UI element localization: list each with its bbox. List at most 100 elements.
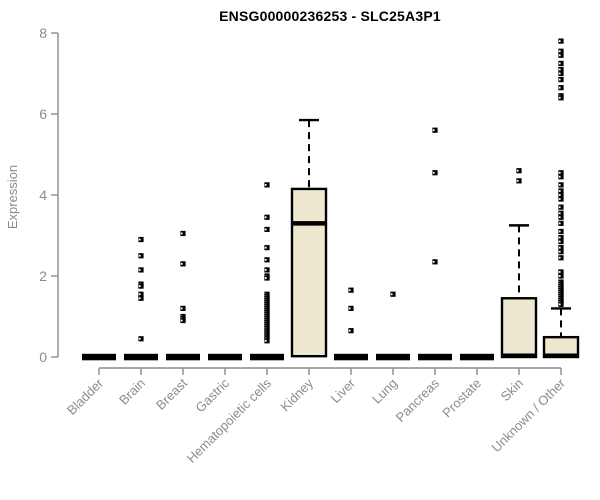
outlier-point — [558, 52, 564, 58]
outlier-point — [558, 234, 564, 241]
outlier-point-notch — [558, 54, 561, 57]
outlier-point — [558, 255, 564, 261]
outlier-point-notch — [138, 238, 141, 241]
outlier-point-notch — [558, 275, 561, 277]
outlier-point-notch — [558, 236, 561, 239]
outlier-point — [180, 317, 186, 324]
outlier-point-notch — [558, 175, 561, 178]
outlier-point-notch — [264, 183, 267, 186]
outlier-point — [558, 228, 564, 235]
outlier-point — [558, 192, 564, 198]
outlier-point — [138, 283, 144, 289]
x-tick-label: Liver — [328, 375, 359, 406]
outlier-point-notch — [558, 68, 561, 71]
outlier-point-notch — [180, 307, 183, 310]
outlier-point-notch — [516, 179, 519, 182]
outlier-point-notch — [264, 269, 267, 271]
outlier-point — [180, 261, 186, 267]
outlier-point — [558, 48, 564, 54]
y-tick-label: 6 — [39, 106, 47, 122]
outlier-point — [264, 275, 270, 281]
outlier-point — [558, 204, 564, 210]
outlier-point — [558, 66, 564, 73]
outlier-point — [138, 295, 144, 301]
outlier-point-notch — [264, 339, 267, 342]
outlier-point-notch — [180, 232, 183, 235]
outlier-point — [432, 259, 438, 265]
outlier-point — [558, 76, 564, 83]
outlier-point — [390, 291, 396, 297]
flat-box-at-zero — [376, 353, 410, 361]
outlier-point — [558, 174, 564, 180]
outlier-point — [558, 214, 564, 220]
outlier-point — [558, 85, 564, 91]
outlier-point — [138, 236, 144, 243]
outlier-point — [264, 214, 270, 220]
outlier-point — [432, 170, 438, 176]
outlier-point — [558, 238, 564, 245]
chart-title: ENSG00000236253 - SLC25A3P1 — [219, 8, 441, 24]
x-tick-label: Unknown / Other — [489, 375, 569, 455]
outlier-point — [516, 178, 522, 184]
outlier-point — [180, 230, 186, 237]
outlier-point-notch — [558, 230, 561, 233]
x-tick-label: Kidney — [277, 375, 316, 414]
outlier-point-notch — [558, 72, 561, 75]
x-tick-label: Prostate — [439, 376, 484, 421]
outlier-point-notch — [348, 307, 351, 310]
outlier-point-notch — [432, 260, 435, 263]
outlier-point — [264, 257, 270, 263]
outlier-point — [432, 127, 438, 133]
y-tick-label: 4 — [39, 187, 47, 203]
flat-box-at-zero — [124, 353, 158, 361]
outlier-point-notch — [558, 198, 561, 200]
outlier-point — [558, 269, 564, 275]
outlier-point-notch — [264, 277, 267, 279]
outlier-point — [558, 38, 564, 44]
outlier-point-notch — [558, 96, 561, 99]
outlier-point-notch — [264, 258, 267, 261]
outlier-point — [558, 220, 564, 226]
outlier-point-notch — [138, 285, 141, 288]
flat-box-at-zero — [460, 353, 494, 361]
flat-box-at-zero — [418, 353, 452, 361]
flat-box-at-zero — [166, 353, 200, 361]
outlier-point-notch — [432, 129, 435, 132]
outlier-point-notch — [138, 297, 141, 300]
outlier-point — [348, 328, 354, 334]
x-tick-label: Pancreas — [393, 375, 443, 425]
outlier-point-notch — [558, 194, 561, 196]
outlier-point-notch — [558, 246, 561, 249]
outlier-point — [138, 336, 144, 342]
outlier-point-notch — [138, 254, 141, 257]
outlier-point-notch — [558, 212, 561, 215]
outlier-point — [558, 210, 564, 216]
flat-box-at-zero — [250, 353, 284, 361]
outlier-point-notch — [558, 256, 561, 259]
outlier-point-notch — [180, 319, 183, 322]
outlier-point-notch — [558, 183, 561, 186]
outlier-point — [264, 226, 270, 233]
y-tick-label: 2 — [39, 268, 47, 284]
outlier-point-notch — [558, 216, 561, 219]
outlier-point-notch — [558, 78, 561, 81]
outlier-point-notch — [558, 86, 561, 89]
outlier-point — [558, 170, 564, 176]
outlier-point-notch — [558, 271, 561, 273]
outlier-point-notch — [558, 250, 561, 253]
outlier-point-notch — [558, 40, 561, 42]
x-tick-label: Gastric — [192, 375, 232, 415]
outlier-point — [138, 267, 144, 273]
outlier-point — [558, 245, 564, 251]
x-tick-label: Lung — [369, 376, 400, 407]
outlier-point-notch — [348, 329, 351, 332]
outlier-point — [558, 60, 564, 66]
box — [290, 187, 328, 358]
outlier-point — [348, 287, 354, 293]
outlier-point-notch — [138, 337, 141, 340]
outlier-point — [558, 188, 564, 194]
outlier-point-notch — [432, 171, 435, 174]
outlier-point-notch — [558, 50, 561, 53]
